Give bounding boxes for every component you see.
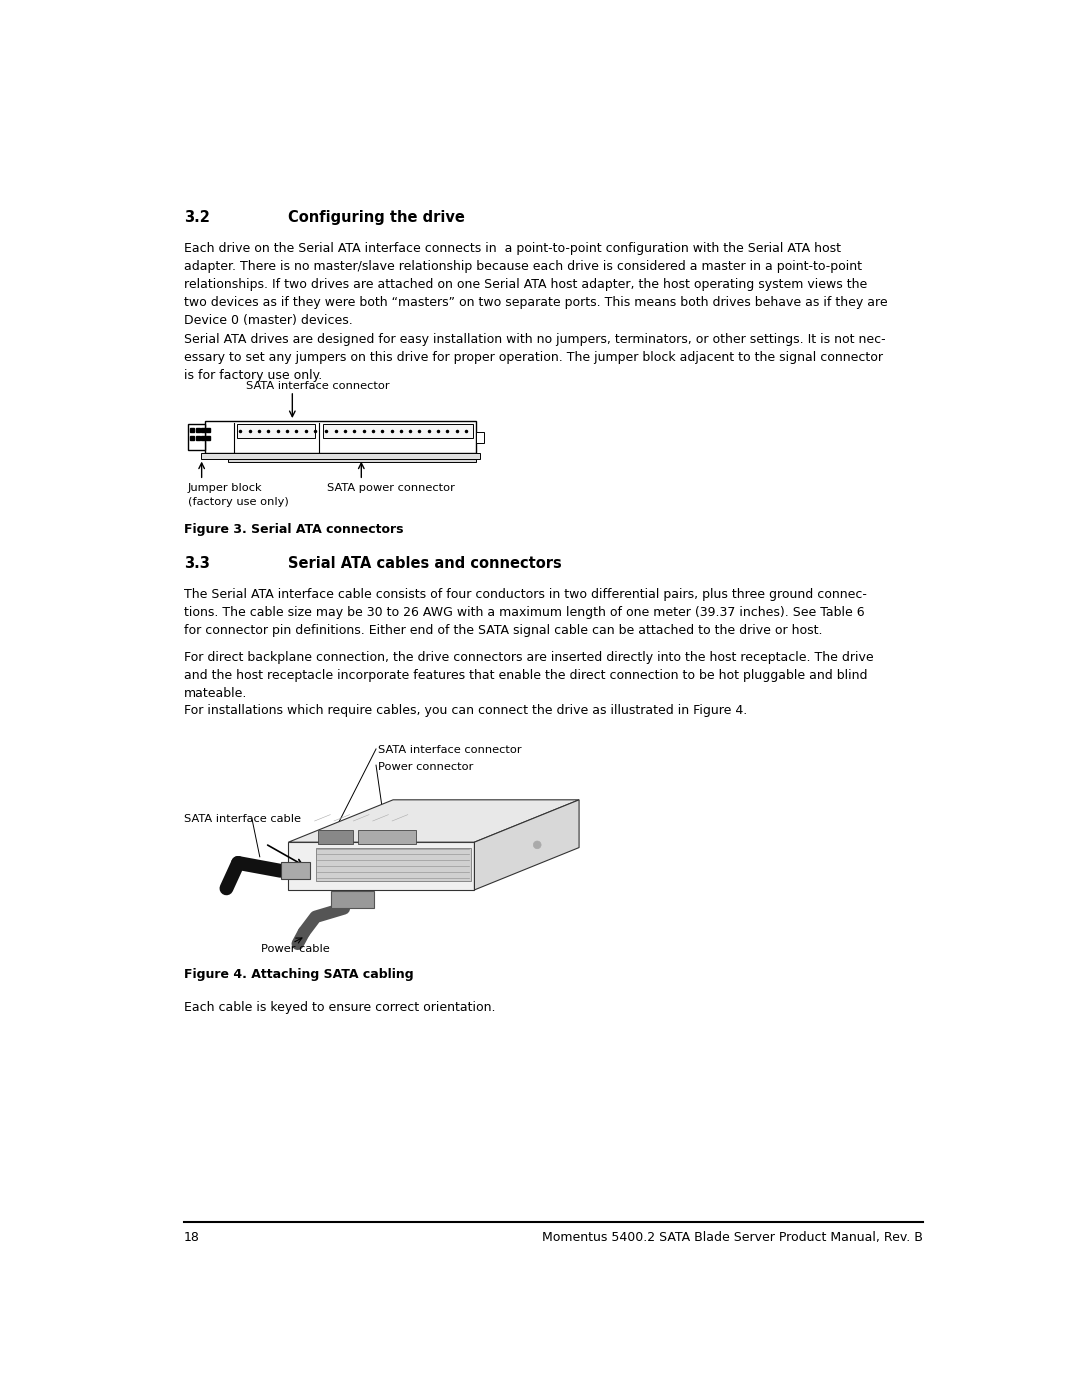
Circle shape [534, 841, 541, 849]
Bar [205, 420, 476, 453]
Text: 18: 18 [184, 1231, 200, 1243]
Text: Serial ATA cables and connectors: Serial ATA cables and connectors [288, 556, 563, 571]
Bar [228, 458, 476, 462]
Text: 3.3: 3.3 [184, 556, 210, 571]
Polygon shape [288, 842, 474, 890]
Text: Each cable is keyed to ensure correct orientation.: Each cable is keyed to ensure correct or… [184, 1000, 496, 1014]
Text: Each drive on the Serial ATA interface connects in  a point-to-point configurati: Each drive on the Serial ATA interface c… [184, 242, 888, 327]
Polygon shape [288, 800, 579, 842]
Bar [315, 848, 471, 880]
Bar [332, 891, 374, 908]
Text: Jumper block
(factory use only): Jumper block (factory use only) [188, 483, 288, 507]
Bar [237, 425, 314, 437]
Polygon shape [474, 800, 579, 890]
Text: Momentus 5400.2 SATA Blade Server Product Manual, Rev. B: Momentus 5400.2 SATA Blade Server Produc… [542, 1231, 923, 1243]
Text: Power cable: Power cable [261, 944, 330, 954]
Text: SATA power connector: SATA power connector [327, 483, 455, 493]
Text: Serial ATA drives are designed for easy installation with no jumpers, terminator: Serial ATA drives are designed for easy … [184, 334, 886, 383]
Text: Figure 4. Attaching SATA cabling: Figure 4. Attaching SATA cabling [184, 968, 414, 982]
Bar [201, 453, 480, 458]
Text: SATA interface connector: SATA interface connector [246, 381, 390, 391]
Text: Figure 3. Serial ATA connectors: Figure 3. Serial ATA connectors [184, 524, 403, 536]
Bar [318, 830, 353, 844]
Text: The Serial ATA interface cable consists of four conductors in two differential p: The Serial ATA interface cable consists … [184, 588, 867, 637]
Bar [188, 425, 205, 450]
Text: 3.2: 3.2 [184, 210, 210, 225]
Bar [359, 830, 416, 844]
Text: SATA interface cable: SATA interface cable [184, 814, 301, 824]
Bar [476, 432, 484, 443]
Text: Configuring the drive: Configuring the drive [288, 210, 465, 225]
Text: SATA interface connector: SATA interface connector [378, 745, 522, 756]
Text: For direct backplane connection, the drive connectors are inserted directly into: For direct backplane connection, the dri… [184, 651, 874, 700]
Bar [281, 862, 310, 879]
Text: Power connector: Power connector [378, 763, 473, 773]
Bar [323, 425, 473, 437]
Text: For installations which require cables, you can connect the drive as illustrated: For installations which require cables, … [184, 704, 747, 717]
